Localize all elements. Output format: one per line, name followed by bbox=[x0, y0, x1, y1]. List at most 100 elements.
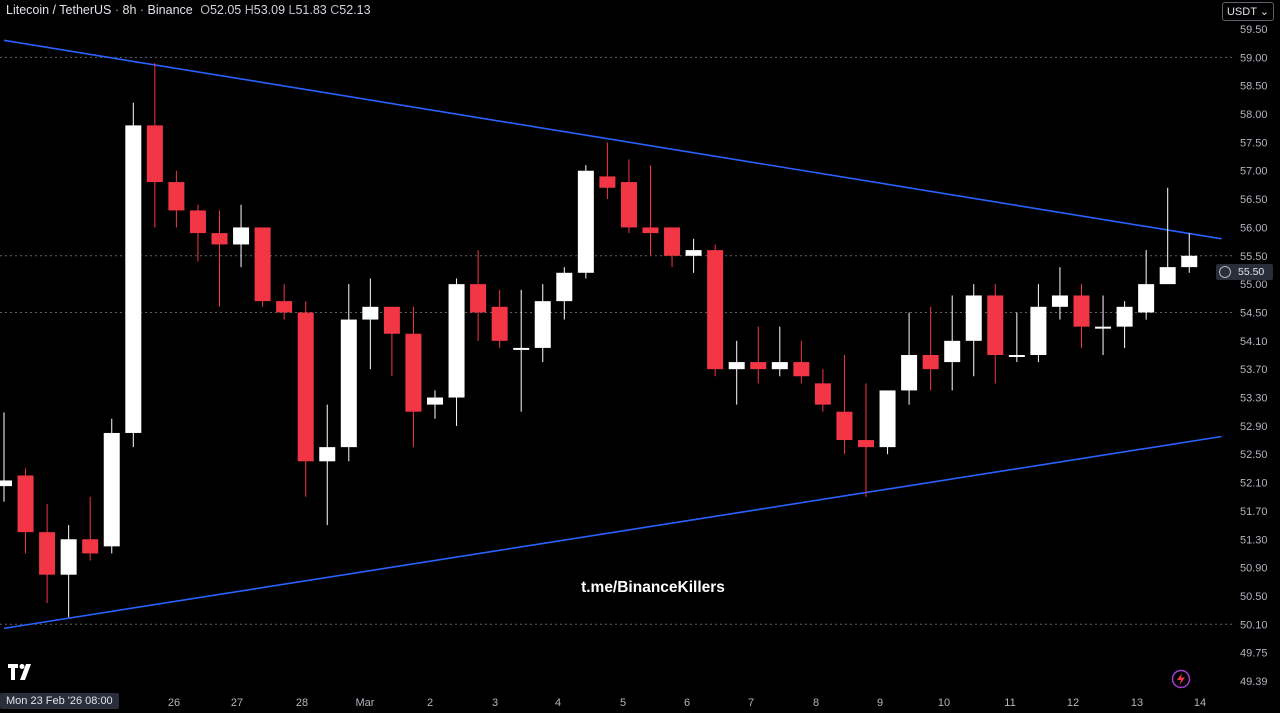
candle bbox=[82, 496, 99, 561]
candle-body bbox=[146, 125, 163, 183]
price-tick-label: 55.00 bbox=[1240, 279, 1268, 291]
time-tick-label: 7 bbox=[748, 697, 754, 709]
price-tick-label: 52.90 bbox=[1240, 421, 1268, 433]
candle bbox=[793, 340, 810, 384]
candle bbox=[620, 159, 637, 234]
candle-body bbox=[642, 227, 659, 234]
candle bbox=[276, 284, 293, 320]
candle-body bbox=[17, 475, 34, 533]
time-tick-label: 3 bbox=[492, 697, 498, 709]
candle bbox=[491, 289, 508, 348]
symbol-header: Litecoin / TetherUS · 8h · Binance O52.0… bbox=[6, 3, 371, 17]
candle bbox=[470, 250, 487, 341]
candle bbox=[556, 267, 573, 320]
candle-body bbox=[189, 210, 206, 234]
candle-body bbox=[944, 340, 961, 363]
symbol-name[interactable]: Litecoin / TetherUS bbox=[6, 3, 112, 17]
candle bbox=[1095, 295, 1112, 355]
high-label: H bbox=[244, 3, 254, 17]
lightning-icon[interactable] bbox=[1171, 669, 1191, 689]
candle bbox=[1116, 301, 1133, 348]
candle bbox=[771, 326, 788, 377]
candle bbox=[836, 355, 853, 455]
candle-body bbox=[793, 362, 810, 377]
candle bbox=[642, 165, 659, 256]
candle bbox=[750, 326, 767, 384]
high-value: 53.09 bbox=[253, 3, 286, 17]
time-tick-label: Mar bbox=[356, 697, 375, 709]
candle bbox=[1051, 267, 1068, 320]
candle bbox=[707, 244, 724, 377]
price-tick-label: 52.10 bbox=[1240, 478, 1268, 490]
price-tick-label: 58.50 bbox=[1240, 81, 1268, 93]
last-price-badge[interactable]: 55.50 bbox=[1216, 264, 1273, 280]
candle bbox=[39, 503, 56, 604]
candle bbox=[814, 369, 831, 412]
candle-body bbox=[362, 306, 379, 320]
candle bbox=[1030, 284, 1047, 363]
candle bbox=[987, 284, 1004, 384]
candle bbox=[189, 204, 206, 262]
price-tick-label: 51.30 bbox=[1240, 534, 1268, 546]
time-tick-label: 5 bbox=[620, 697, 626, 709]
candle bbox=[879, 390, 896, 455]
candle bbox=[922, 306, 939, 391]
candle-body bbox=[1008, 355, 1025, 357]
candle-body bbox=[836, 411, 853, 441]
time-tick-label: 11 bbox=[1004, 697, 1015, 709]
tradingview-logo-icon[interactable] bbox=[8, 664, 34, 680]
candle bbox=[599, 142, 616, 200]
candle bbox=[1008, 312, 1025, 363]
candle-body bbox=[901, 355, 918, 391]
candle bbox=[534, 284, 551, 363]
candle bbox=[340, 284, 357, 462]
candle bbox=[664, 227, 681, 268]
candle-body bbox=[922, 355, 939, 370]
price-tick-label: 56.00 bbox=[1240, 222, 1268, 234]
candle-body bbox=[771, 362, 788, 370]
candle-body bbox=[620, 182, 637, 228]
candle bbox=[944, 295, 961, 391]
candle-body bbox=[1159, 267, 1176, 285]
candle bbox=[254, 227, 271, 307]
low-label: L bbox=[288, 3, 296, 17]
candle-body bbox=[1181, 255, 1198, 268]
price-axis: 59.50 59.00 58.50 58.00 57.50 57.00 56.50 56.00… bbox=[1240, 24, 1268, 688]
interval-label[interactable]: 8h bbox=[122, 3, 137, 17]
candle-body bbox=[427, 397, 443, 405]
candle-body bbox=[82, 539, 99, 554]
candle-body bbox=[383, 306, 400, 334]
price-tick-label: 50.90 bbox=[1240, 563, 1268, 575]
candle-body bbox=[534, 301, 551, 348]
clock-icon bbox=[1219, 266, 1231, 278]
candle bbox=[233, 204, 250, 268]
price-tick-label: 49.75 bbox=[1240, 648, 1268, 660]
trendline-lower bbox=[3, 435, 1222, 630]
candle-body bbox=[814, 383, 831, 405]
candle bbox=[901, 312, 918, 405]
candles bbox=[0, 63, 1198, 618]
currency-select-button[interactable]: USDT ⌄ bbox=[1221, 2, 1274, 21]
candle-body bbox=[707, 250, 724, 370]
candle bbox=[297, 301, 314, 497]
candle-body bbox=[233, 227, 250, 245]
candle bbox=[965, 284, 982, 377]
open-label: O bbox=[200, 3, 210, 17]
time-tick-label: 8 bbox=[813, 697, 819, 709]
time-tick-label: 14 bbox=[1194, 697, 1206, 709]
candle bbox=[685, 238, 702, 273]
trendlines bbox=[3, 39, 1222, 630]
candle-body bbox=[39, 532, 56, 575]
trendline-upper bbox=[3, 39, 1222, 240]
price-tick-label: 58.00 bbox=[1240, 109, 1268, 121]
candle-body bbox=[599, 176, 616, 188]
candle-body bbox=[211, 233, 228, 245]
price-tick-label: 53.30 bbox=[1240, 393, 1268, 405]
candle bbox=[146, 63, 163, 228]
candle-body bbox=[750, 362, 767, 370]
time-tick-label: 2 bbox=[427, 697, 433, 709]
candle bbox=[319, 404, 336, 526]
price-tick-label: 54.50 bbox=[1240, 307, 1268, 319]
candle-body bbox=[728, 362, 745, 370]
